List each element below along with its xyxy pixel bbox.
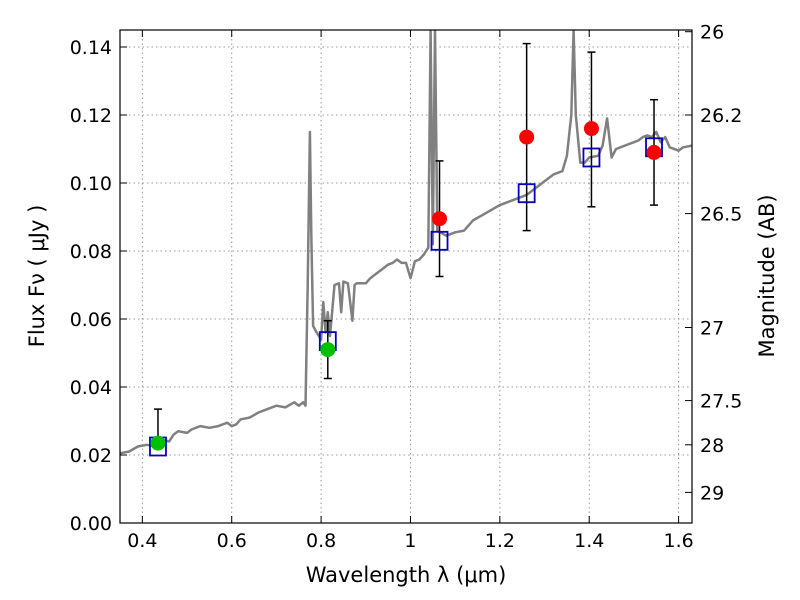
x-tick-label: 0.6 (217, 530, 247, 552)
x-axis-label: Wavelength λ (μm) (306, 563, 507, 587)
y-tick-label: 0.08 (70, 241, 112, 263)
y-tick-label: 0.00 (70, 513, 112, 535)
y-tick-label: 0.12 (70, 105, 112, 127)
y2-tick-label: 26.5 (700, 204, 742, 226)
x-tick-label: 1.4 (574, 530, 604, 552)
y2-tick-label: 28 (700, 435, 724, 457)
optical-data-point (150, 435, 166, 451)
y2-tick-label: 27.5 (700, 391, 742, 413)
model-sed-line (120, 30, 692, 455)
y-tick-label: 0.02 (70, 445, 112, 467)
model-photometry-marker (430, 230, 449, 251)
x-tick-label: 0.4 (127, 530, 157, 552)
x-tick-label: 1.2 (485, 530, 515, 552)
x-tick-label: 0.8 (306, 530, 336, 552)
x-tick-label: 1 (404, 530, 416, 552)
grid-lines (120, 30, 692, 524)
optical-data-point (320, 342, 336, 358)
plot-area (120, 30, 692, 457)
y2-axis-label: Magnitude (AB) (755, 194, 779, 357)
nir-data-point (519, 129, 535, 145)
y-tick-label: 0.14 (70, 37, 112, 59)
nir-data-point (583, 121, 599, 137)
x-tick-label: 1.6 (663, 530, 693, 552)
y2-tick-label: 26 (700, 22, 724, 44)
nir-data-point (646, 144, 662, 160)
y-axis-label: Flux Fν ( μJy ) (25, 205, 49, 348)
axes: 0.4 0.6 0.8 1 1.2 1.4 1.6 0.00 0.02 0.04 0.06 0.08 0… (70, 22, 743, 552)
y-tick-label: 0.04 (70, 377, 112, 399)
model-photometry-marker (517, 183, 536, 204)
y2-tick-label: 26.2 (700, 105, 742, 127)
y2-tick-label: 27 (700, 318, 724, 340)
y-tick-label: 0.06 (70, 309, 112, 331)
y-tick-label: 0.10 (70, 173, 112, 195)
plot-frame (119, 29, 693, 524)
nir-data-point (432, 211, 448, 227)
y2-tick-label: 29 (700, 482, 724, 504)
model-photometry-marker (582, 147, 601, 168)
